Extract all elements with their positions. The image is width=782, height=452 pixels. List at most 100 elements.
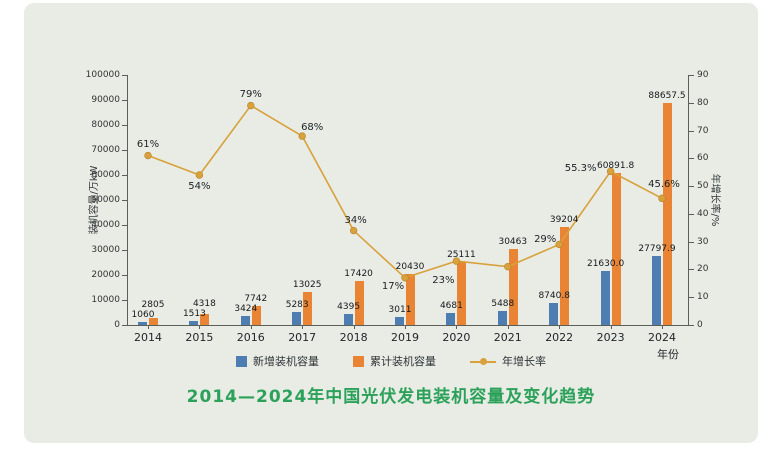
right-tick [689, 186, 694, 188]
x-tick [559, 326, 561, 329]
bar-value-label-cumulative: 2805 [141, 300, 165, 311]
x-tick-label: 2022 [545, 331, 574, 344]
growth-value-label: 45.6% [648, 179, 680, 191]
x-tick-label: 2014 [134, 331, 162, 344]
growth-point-marker [195, 171, 204, 179]
left-tick-label: 20000 [91, 270, 120, 280]
growth-value-label: 79% [239, 88, 262, 100]
bar-value-label-new: 4395 [337, 302, 361, 312]
left-tick-label: 100000 [85, 70, 120, 80]
x-tick [610, 326, 612, 329]
growth-point-marker [247, 101, 255, 110]
growth-point-marker [144, 151, 152, 160]
x-tick-label: 2023 [596, 331, 625, 344]
left-tick [122, 100, 127, 101]
legend-item-cumulative-capacity: 累计装机容量 [353, 353, 436, 369]
bar-value-label-new: 3424 [234, 304, 258, 315]
bar-new-capacity [446, 313, 456, 325]
growth-value-label: 23% [432, 275, 455, 287]
left-tick [122, 150, 127, 151]
bar-value-label-cumulative: 4318 [192, 299, 216, 310]
bar-new-capacity [549, 303, 559, 325]
right-tick-label: 20 [697, 264, 709, 275]
x-tick [507, 326, 509, 329]
legend-label-new: 新增装机容量 [253, 355, 319, 368]
bar-cumulative-capacity [457, 262, 467, 325]
bar-value-label-new: 3011 [388, 305, 412, 316]
x-tick-label: 2015 [185, 331, 214, 344]
right-tick-label: 0 [697, 320, 703, 330]
bar-new-capacity [497, 311, 507, 325]
legend-label-cumulative: 累计装机容量 [370, 355, 436, 368]
right-tick [689, 158, 694, 160]
bar-value-label-new: 8740.8 [538, 291, 570, 302]
bar-new-capacity [343, 314, 353, 325]
bar-value-label-new: 1513 [182, 309, 206, 320]
bar-new-capacity [189, 321, 199, 325]
x-tick-label: 2018 [339, 331, 368, 344]
legend-line-dot [480, 357, 487, 365]
x-tick-label: 2021 [493, 331, 522, 344]
bar-value-label-cumulative: 7742 [244, 293, 268, 304]
left-tick-label: 0 [114, 320, 120, 330]
right-tick-label: 40 [697, 208, 709, 219]
right-tick [689, 269, 694, 271]
left-axis-title: 装机容量/万kW [89, 165, 100, 235]
x-tick-label: 2017 [288, 331, 317, 344]
bar-cumulative-capacity [663, 103, 672, 325]
bar-cumulative-capacity [149, 317, 158, 325]
left-tick [122, 300, 127, 301]
left-tick [122, 250, 127, 251]
x-axis [127, 325, 689, 326]
bar-value-label-cumulative: 25111 [447, 250, 476, 261]
left-tick [122, 125, 127, 126]
growth-value-label: 55.3% [564, 163, 597, 175]
bar-new-capacity [395, 317, 404, 325]
left-tick-label: 50000 [91, 195, 120, 205]
x-tick [250, 326, 252, 329]
x-tick [456, 326, 458, 329]
bar-value-label-cumulative: 13025 [292, 280, 322, 291]
x-tick [662, 326, 663, 329]
bar-value-label-new: 27797.9 [638, 243, 676, 254]
left-tick [122, 225, 127, 226]
right-tick-label: 70 [697, 125, 709, 136]
right-tick [689, 325, 694, 326]
x-tick [199, 326, 201, 329]
bar-cumulative-capacity [251, 305, 261, 325]
bar-new-capacity [240, 316, 250, 325]
growth-value-label: 61% [136, 138, 160, 150]
right-tick-label: 50 [697, 181, 709, 192]
bar-value-label-new: 1060 [131, 310, 155, 321]
bar-cumulative-capacity [303, 292, 313, 325]
growth-value-label: 54% [188, 181, 211, 192]
y-axis-right [688, 75, 689, 325]
right-tick-label: 80 [697, 97, 709, 108]
bar-cumulative-capacity [406, 273, 415, 325]
right-tick [689, 213, 694, 215]
bar-cumulative-capacity [611, 172, 621, 325]
chart-legend: 新增装机容量 累计装机容量 年增长率 [0, 353, 782, 369]
bar-new-capacity [138, 322, 147, 325]
legend-label-growth: 年增长率 [502, 355, 546, 368]
left-tick-label: 70000 [91, 145, 120, 155]
right-tick [689, 130, 694, 132]
growth-point-marker [298, 132, 306, 140]
left-tick-label: 60000 [91, 170, 120, 180]
legend-swatch-cumulative [353, 355, 364, 367]
bar-value-label-cumulative: 17420 [344, 269, 373, 280]
bar-new-capacity [652, 255, 661, 325]
right-axis-title: 年增长率/% [709, 173, 720, 227]
bar-value-label-new: 5488 [491, 299, 515, 310]
right-tick-label: 10 [697, 292, 709, 303]
x-tick [405, 326, 406, 329]
x-tick [353, 326, 355, 329]
left-tick-label: 80000 [91, 120, 120, 130]
x-axis-unit-label: 年份 [657, 348, 679, 361]
left-tick-label: 10000 [91, 295, 120, 305]
x-tick [148, 326, 149, 329]
bar-value-label-cumulative: 60891.8 [596, 160, 635, 171]
bar-value-label-cumulative: 20430 [395, 261, 425, 272]
bar-value-label-new: 21630.0 [586, 258, 625, 269]
